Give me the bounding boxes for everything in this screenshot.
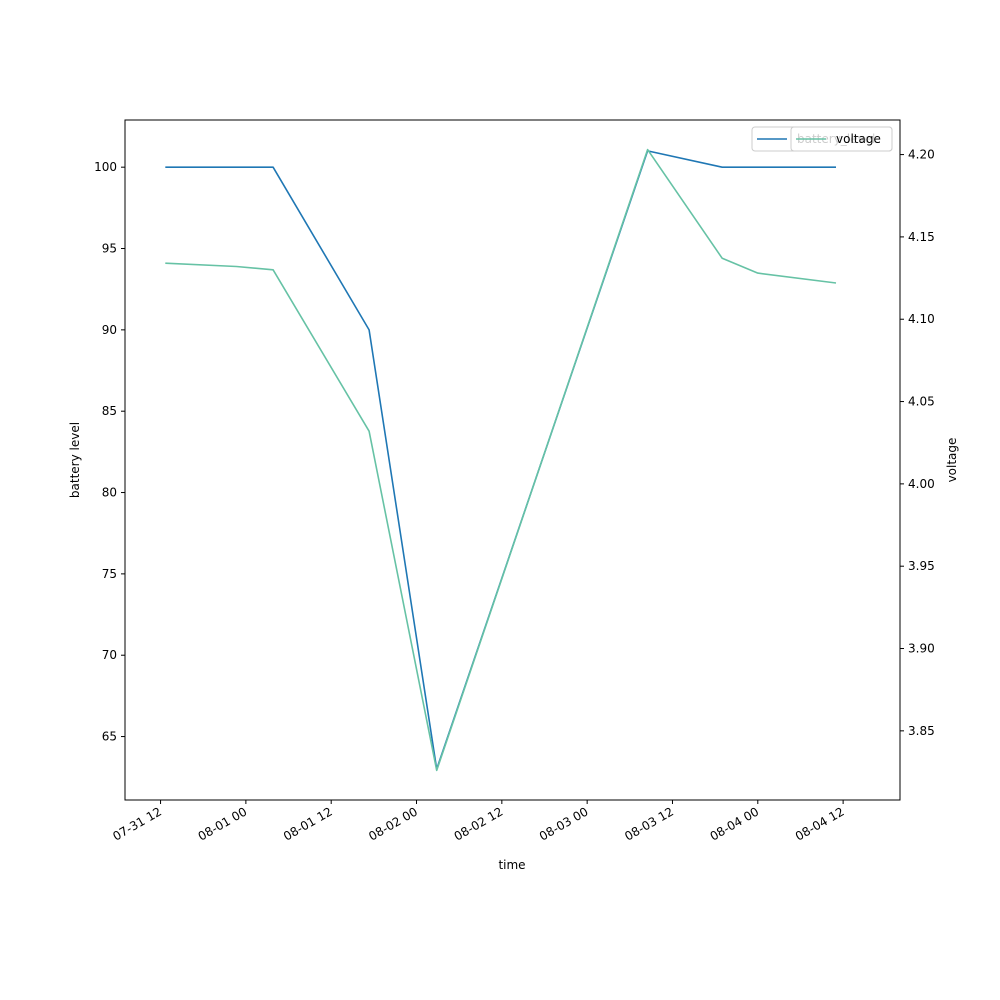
x-tick-label: 08-02 12 — [452, 804, 506, 843]
left-y-tick-label: 85 — [102, 404, 117, 418]
left-y-tick-label: 90 — [102, 323, 117, 337]
right-y-tick-label: 4.15 — [908, 230, 935, 244]
right-y-tick-label: 4.00 — [908, 477, 935, 491]
x-tick-label: 07-31 12 — [110, 804, 164, 843]
left-y-tick-label: 75 — [102, 567, 117, 581]
left-axis: 65 70 75 80 85 90 95 100 — [94, 160, 125, 744]
series-line-battery-level — [165, 150, 836, 770]
right-y-tick-label: 4.05 — [908, 395, 935, 409]
right-y-tick-label: 3.95 — [908, 559, 935, 573]
right-y-tick-label: 3.85 — [908, 724, 935, 738]
right-axis: 3.85 3.90 3.95 4.00 4.05 4.10 4.15 4.20 — [900, 148, 935, 738]
x-tick-label: 08-04 00 — [708, 804, 762, 843]
right-y-tick-label: 3.90 — [908, 642, 935, 656]
left-y-tick-label: 95 — [102, 242, 117, 256]
x-tick-label: 08-02 00 — [366, 804, 420, 843]
right-y-tick-label: 4.10 — [908, 312, 935, 326]
series-line-voltage — [165, 148, 837, 772]
legend-voltage: voltage — [790, 126, 893, 152]
legend-box — [790, 126, 893, 152]
x-axis: 07-31 12 08-01 00 08-01 12 08-02 00 08-02 12… — [110, 800, 847, 844]
left-axis-label: battery level — [68, 422, 82, 498]
plot-area — [165, 148, 837, 772]
left-y-tick-label: 65 — [102, 730, 117, 744]
left-y-tick-label: 100 — [94, 160, 117, 174]
x-axis-label: time — [498, 858, 525, 872]
x-tick-label: 08-03 00 — [537, 804, 591, 843]
plot-frame — [124, 119, 901, 801]
legend-label: voltage — [836, 132, 881, 146]
right-axis-label: voltage — [945, 438, 959, 483]
right-y-tick-label: 4.20 — [908, 148, 935, 162]
x-tick-label: 08-01 12 — [281, 804, 335, 843]
left-y-tick-label: 80 — [102, 486, 117, 500]
x-tick-label: 08-03 12 — [622, 804, 676, 843]
x-tick-label: 08-01 00 — [196, 804, 250, 843]
left-y-tick-label: 70 — [102, 648, 117, 662]
x-tick-label: 08-04 12 — [793, 804, 847, 843]
